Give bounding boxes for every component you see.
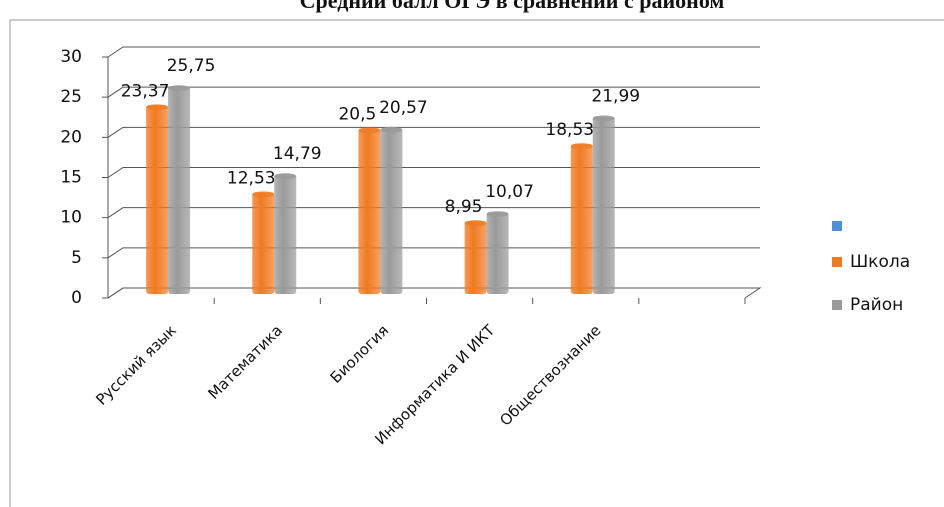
data-label: 10,07 [485,182,534,202]
x-tick-label: Информатика И ИКТ [371,321,499,449]
legend-label: Район [850,295,903,315]
x-tick-label: Обществознание [496,321,604,429]
legend-swatch [832,300,842,310]
legend-swatch [832,257,842,267]
data-label: 14,79 [273,144,322,164]
y-tick-label: 25 [60,87,82,107]
data-label: 21,99 [591,86,640,106]
bar-top [274,173,297,180]
x-tick-label: Биология [327,321,393,387]
floor [107,287,762,299]
chart-frame [9,19,944,507]
bar [380,127,403,294]
data-label: 25,75 [167,56,216,76]
legend-swatch [832,221,842,231]
bar-top [358,127,381,134]
data-label: 20,57 [379,98,428,118]
grid-line [107,247,760,259]
bar [464,221,487,294]
bar-top [486,211,509,218]
bar [592,116,615,294]
data-label: 8,95 [445,197,483,217]
x-tick-label: Математика [204,321,286,403]
bar [358,128,381,294]
chart-title: Средний балл ОГЭ в сравнении с районом [300,0,725,13]
y-tick-label: 15 [60,168,82,188]
grid-line [107,287,760,299]
grid-line [107,86,760,98]
y-tick-label: 20 [60,127,82,147]
bar [168,86,191,295]
data-label: 18,53 [545,120,594,140]
y-tick-label: 5 [71,248,82,268]
bar-top [168,85,191,92]
data-label: 12,53 [227,168,276,188]
bar [146,105,169,294]
bar-top [464,220,487,227]
grid-line [107,167,760,178]
bar [252,192,275,294]
bar-top [252,191,275,198]
legend-label: Школа [850,252,910,272]
data-label: 23,37 [121,81,170,101]
grid-line [107,46,760,58]
bar-top [570,143,593,150]
grid-line [107,126,760,138]
grid-line [107,207,760,219]
y-tick-label: 10 [60,208,82,228]
bar-top [592,115,615,122]
bar-top [146,104,169,111]
y-tick-label: 0 [71,288,82,308]
bar [570,144,593,294]
bar-top [380,126,403,133]
x-tick-label: Русский язык [92,321,179,408]
bar [486,212,509,294]
y-tick-label: 30 [60,47,82,67]
data-label: 20,5 [338,104,376,124]
bar [274,174,297,294]
